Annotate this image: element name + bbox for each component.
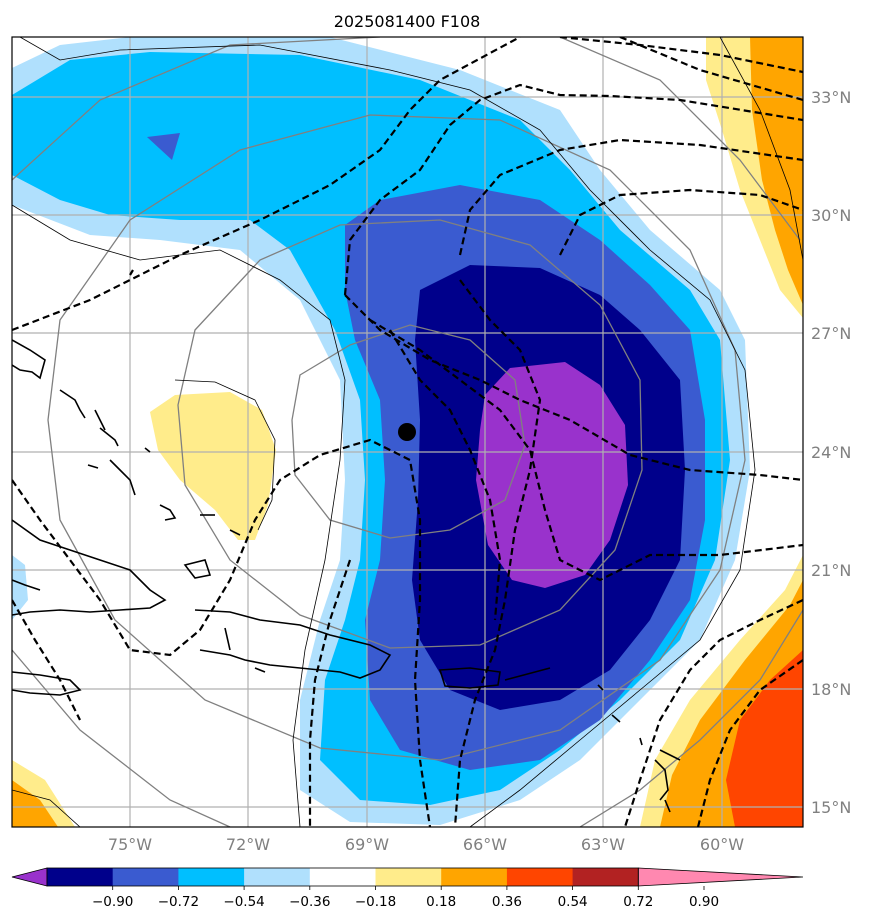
lon-label-69: 69°W [345, 835, 389, 854]
colorbar-tick-label: 0.18 [426, 894, 456, 910]
lat-label-27: 27°N [811, 324, 851, 343]
map-title: 2025081400 F108 [334, 12, 481, 31]
colorbar-tick-label: −0.18 [355, 894, 396, 910]
colorbar-tick-label: −0.90 [92, 894, 133, 910]
colorbar: −0.90 −0.72 −0.54 −0.36 −0.18 0.18 0.36 0.54 0.7… [12, 868, 803, 910]
lat-label-33: 33°N [811, 88, 851, 107]
lat-label-21: 21°N [811, 561, 851, 580]
lat-label-30: 30°N [811, 206, 851, 225]
colorbar-segment [507, 868, 573, 886]
longitude-labels: 75°W 72°W 69°W 66°W 63°W 60°W [108, 835, 744, 854]
lat-label-18: 18°N [811, 680, 851, 699]
colorbar-segment [113, 868, 179, 886]
bahamas-island [60, 390, 85, 418]
colorbar-tick-label: 0.36 [492, 894, 522, 910]
colorbar-tick-label: 0.54 [558, 894, 588, 910]
colorbar-tick-label: −0.54 [223, 894, 264, 910]
lon-label-66: 66°W [463, 835, 507, 854]
colorbar-segment [47, 868, 113, 886]
storm-center-marker [398, 423, 416, 441]
contour-left-blue-sliver [12, 555, 28, 620]
lon-label-60: 60°W [700, 835, 744, 854]
colorbar-segment [178, 868, 244, 886]
lat-label-15: 15°N [811, 798, 851, 817]
colorbar-segment [441, 868, 507, 886]
colorbar-extend-low [12, 868, 47, 886]
map-area [12, 37, 803, 827]
colorbar-tick-label: 0.90 [689, 894, 719, 910]
colorbar-segment [310, 868, 376, 886]
florida-coast [12, 340, 45, 378]
lon-label-63: 63°W [581, 835, 625, 854]
lon-label-75: 75°W [108, 835, 152, 854]
jamaica-coast [12, 672, 80, 695]
colorbar-tick-label: −0.36 [289, 894, 330, 910]
colorbar-segment [244, 868, 310, 886]
lat-label-24: 24°N [811, 443, 851, 462]
colorbar-tick-label: 0.72 [623, 894, 653, 910]
cuba-coast [12, 520, 165, 615]
latitude-labels: 33°N 30°N 27°N 24°N 21°N 18°N 15°N [811, 88, 851, 817]
colorbar-extend-high [638, 868, 803, 886]
lon-label-72: 72°W [226, 835, 270, 854]
colorbar-tick-label: −0.72 [158, 894, 199, 910]
colorbar-segment [573, 868, 639, 886]
colorbar-segment [376, 868, 442, 886]
